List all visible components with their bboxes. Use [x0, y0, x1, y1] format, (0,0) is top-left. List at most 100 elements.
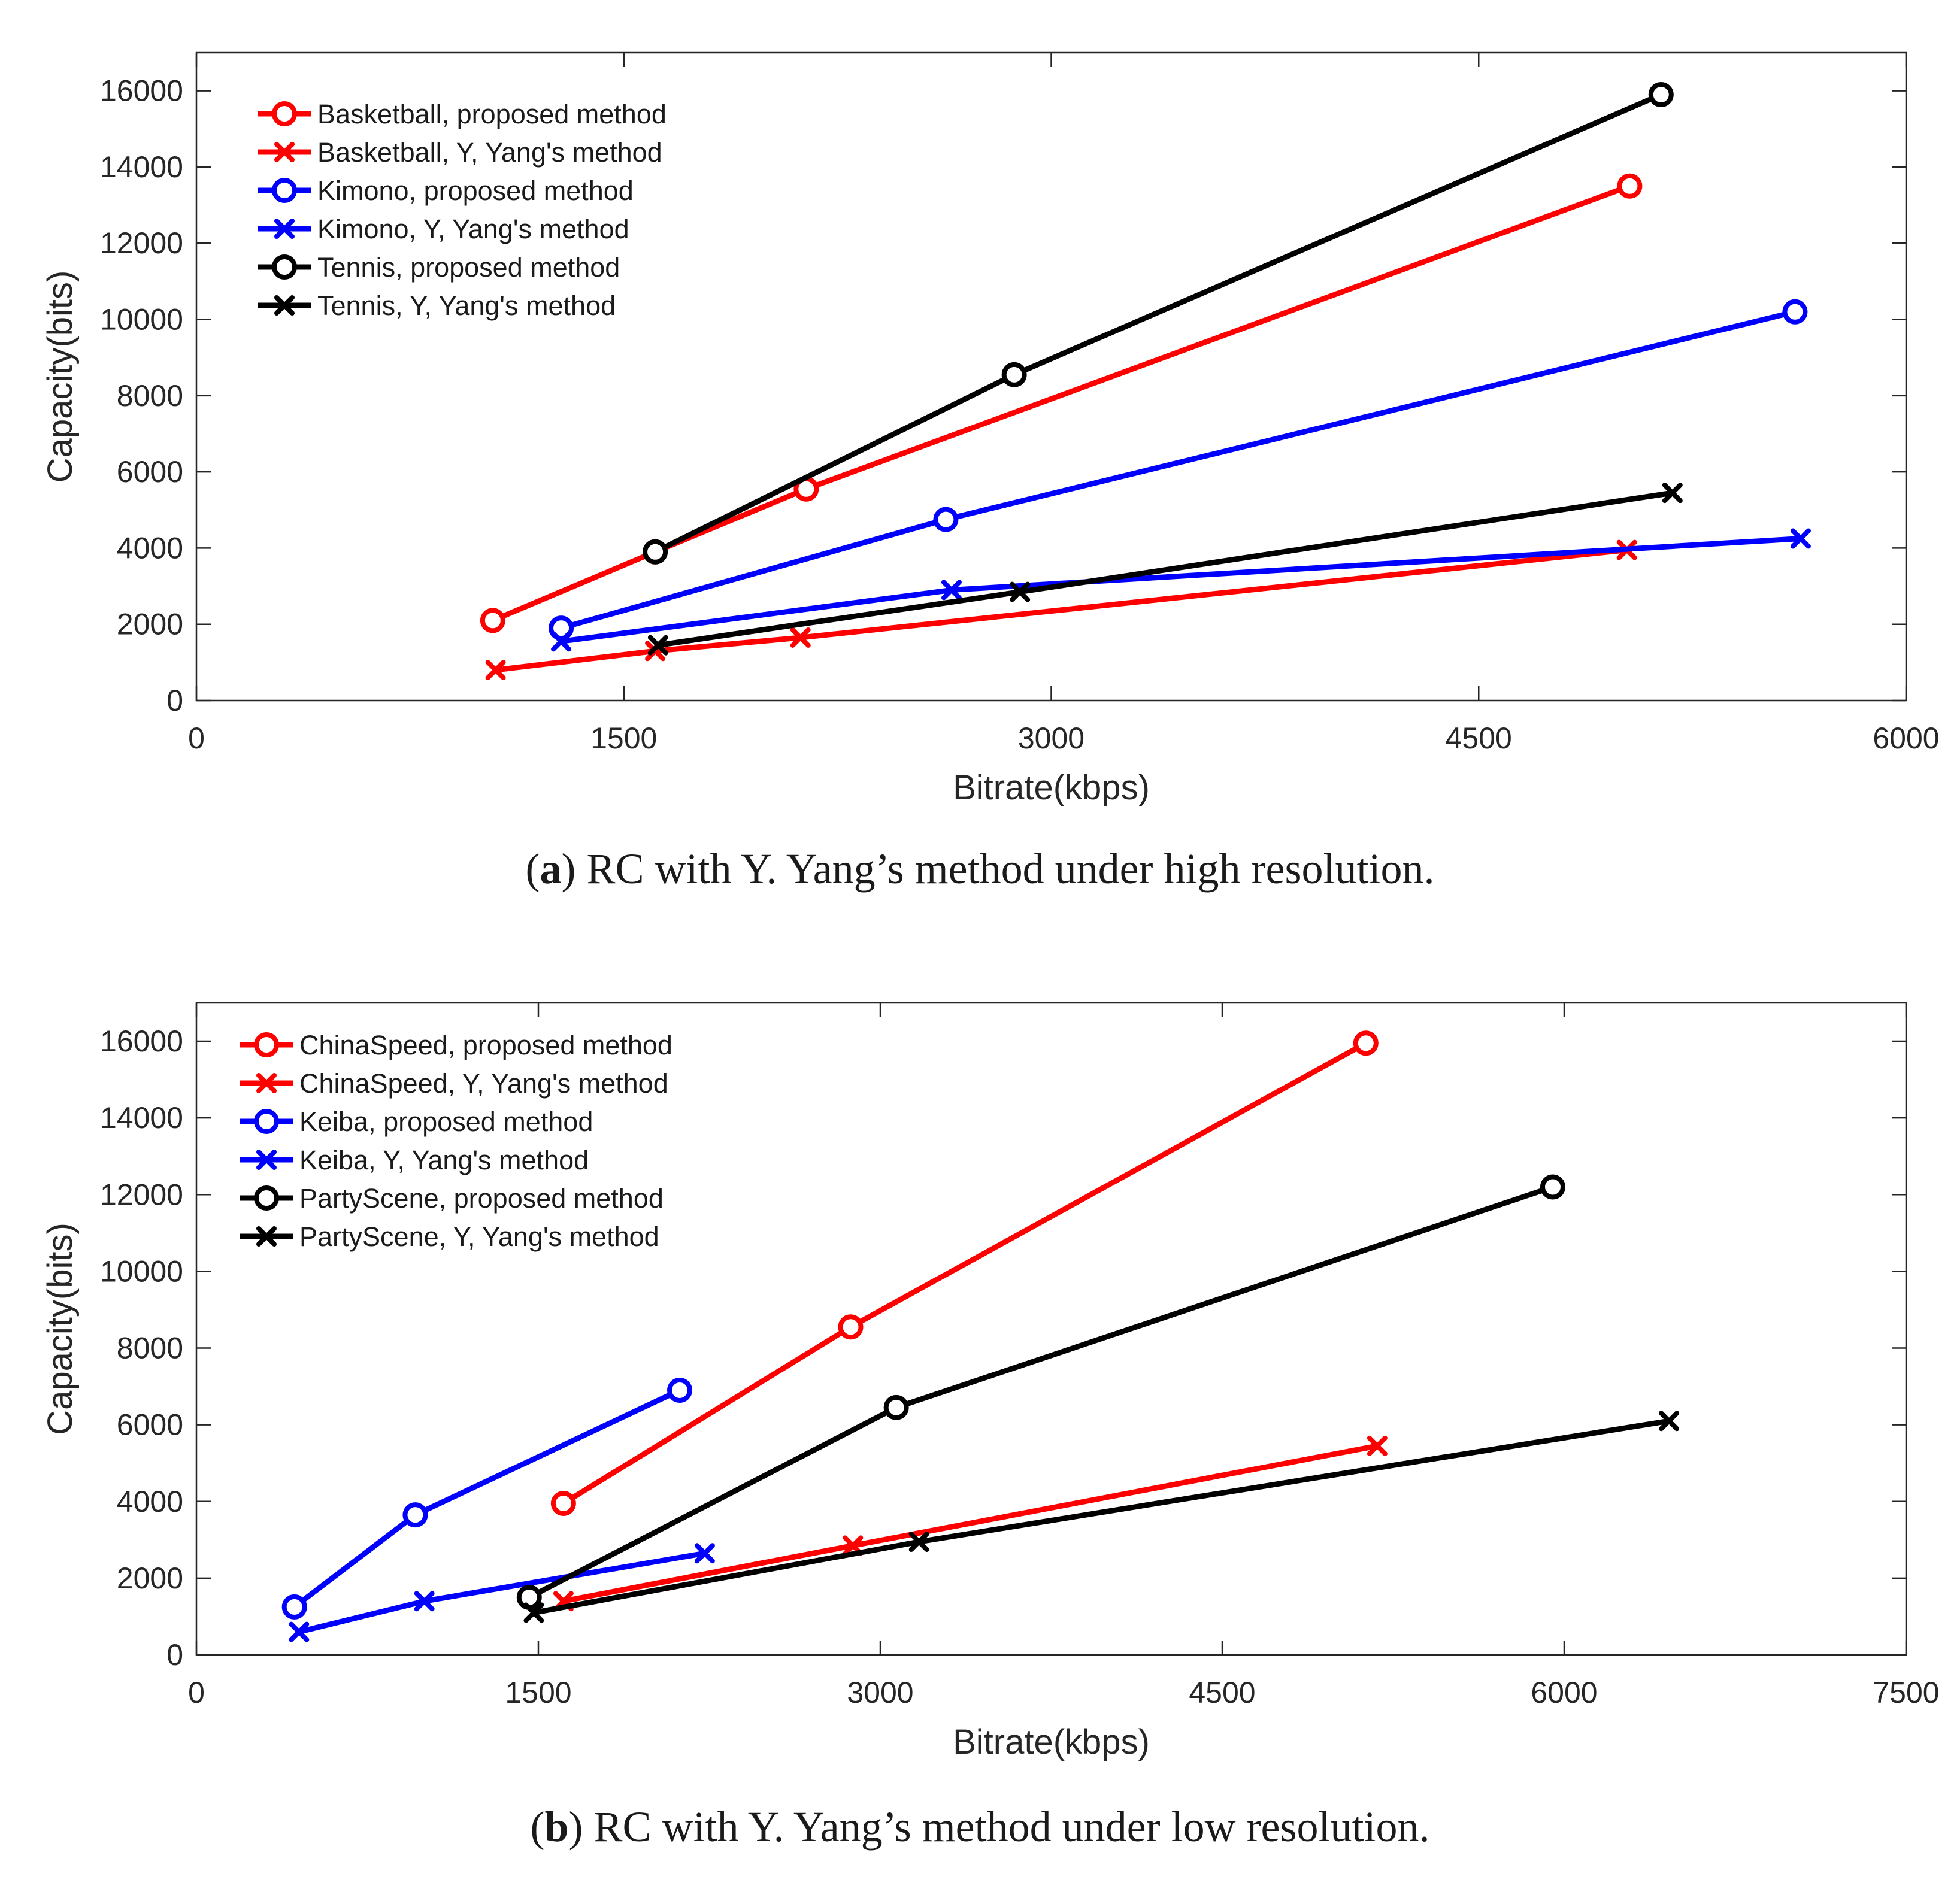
- caption-a-letter: a: [540, 845, 562, 893]
- legend-item: Basketball, proposed method: [258, 99, 667, 129]
- data-point: [647, 635, 668, 656]
- legend-item: Keiba, Y, Yang's method: [240, 1145, 589, 1175]
- y-tick-label: 16000: [100, 1024, 183, 1058]
- data-point: [1010, 581, 1031, 602]
- y-tick-label: 10000: [100, 1254, 183, 1288]
- data-point: [1790, 528, 1811, 549]
- y-tick-label: 6000: [117, 455, 183, 489]
- legend-label: Kimono, Y, Yang's method: [317, 214, 629, 244]
- x-axis-title: Bitrate(kbps): [953, 1723, 1150, 1761]
- x-tick-label: 7500: [1873, 1676, 1939, 1709]
- series-3: [549, 299, 1808, 641]
- y-tick-label: 14000: [100, 150, 183, 184]
- y-axis-title: Capacity(bits): [41, 271, 80, 483]
- legend-item: Tennis, proposed method: [258, 252, 620, 283]
- x-axis-title: Bitrate(kbps): [953, 768, 1150, 807]
- y-axis-title: Capacity(bits): [41, 1223, 80, 1435]
- data-point: [838, 1314, 864, 1340]
- x-tick-label: 3000: [1018, 721, 1084, 755]
- data-point: [1648, 82, 1674, 108]
- legend-item: Kimono, Y, Yang's method: [258, 214, 629, 244]
- x-tick-label: 6000: [1873, 721, 1939, 755]
- figure-b: 0 1500 3000 4500 6000 7500 0 2000 4000 6000 8000 10…: [0, 946, 1960, 1892]
- caption-b-letter: b: [544, 1803, 569, 1851]
- caption-a: (a) RC with Y. Yang’s method under high …: [525, 845, 1435, 893]
- legend-label: Basketball, Y, Yang's method: [317, 137, 662, 168]
- data-point: [550, 1490, 576, 1516]
- data-point: [1662, 483, 1683, 504]
- y-tick-label: 6000: [117, 1408, 183, 1442]
- y-tick-label: 2000: [117, 608, 183, 641]
- x-tick-label: 4500: [1446, 721, 1512, 755]
- legend-label: ChinaSpeed, Y, Yang's method: [299, 1068, 668, 1099]
- legend-item: Basketball, Y, Yang's method: [258, 137, 662, 168]
- data-point: [1782, 299, 1808, 325]
- data-point: [480, 608, 505, 633]
- data-point: [516, 1584, 542, 1610]
- figure-a: 0 1500 3000 4500 6000 0 2000 4000 6000 8000 10000 1…: [0, 0, 1960, 934]
- series-5: [643, 82, 1674, 565]
- legend-marker: [272, 178, 297, 203]
- legend: ChinaSpeed, proposed method ChinaSpeed, Y…: [240, 1030, 672, 1252]
- y-tick-label: 2000: [117, 1561, 183, 1595]
- y-tick-label: 8000: [117, 1332, 183, 1365]
- x-tick-label: 1500: [590, 721, 657, 755]
- series-6: [523, 1411, 1680, 1623]
- legend-label: PartyScene, proposed method: [299, 1183, 664, 1214]
- chart-a: 0 1500 3000 4500 6000 0 2000 4000 6000 8000 10000 1…: [41, 51, 1940, 807]
- legend-marker: [274, 219, 295, 239]
- x-tick-label: 0: [188, 721, 205, 755]
- data-point: [485, 660, 506, 681]
- legend: Basketball, proposed method Basketball, Y…: [258, 99, 667, 321]
- legend-item: PartyScene, proposed method: [240, 1183, 664, 1214]
- legend-marker: [256, 1226, 277, 1247]
- data-point: [1367, 1435, 1388, 1456]
- data-point: [643, 539, 668, 565]
- legend-marker: [254, 1109, 279, 1134]
- x-tick-label: 3000: [847, 1676, 913, 1709]
- data-point: [941, 580, 962, 601]
- data-point: [1659, 1411, 1680, 1432]
- legend-item: PartyScene, Y, Yang's method: [240, 1221, 659, 1252]
- data-point: [1353, 1030, 1379, 1056]
- legend-label: Tennis, Y, Yang's method: [317, 290, 616, 321]
- data-point: [1001, 362, 1027, 387]
- y-tick-label: 12000: [100, 1178, 183, 1211]
- legend-marker: [272, 101, 297, 126]
- legend-item: ChinaSpeed, Y, Yang's method: [240, 1068, 668, 1099]
- y-tick-label: 10000: [100, 303, 183, 336]
- chart-b: 0 1500 3000 4500 6000 7500 0 2000 4000 6000 8000 10…: [41, 1002, 1940, 1761]
- y-tick-label: 0: [166, 684, 183, 717]
- plot-area: [195, 1002, 1907, 1656]
- legend-marker: [256, 1150, 277, 1170]
- y-tick-label: 4000: [117, 1485, 183, 1518]
- legend-marker: [274, 295, 295, 316]
- data-point: [933, 507, 959, 532]
- x-tick-label: 0: [188, 1676, 205, 1709]
- series-4: [289, 1543, 715, 1642]
- data-point: [551, 631, 572, 652]
- caption-a-text: ) RC with Y. Yang’s method under high re…: [561, 845, 1435, 893]
- caption-b-text: ) RC with Y. Yang’s method under low res…: [568, 1803, 1430, 1851]
- series-1: [550, 1030, 1379, 1516]
- y-tick-label: 0: [166, 1638, 183, 1672]
- data-point: [667, 1377, 693, 1403]
- y-tick-label: 4000: [117, 531, 183, 565]
- data-point: [281, 1594, 307, 1620]
- x-tick-label: 6000: [1531, 1676, 1597, 1709]
- series-line: [495, 547, 1628, 673]
- legend-marker: [254, 1185, 279, 1211]
- legend-item: Tennis, Y, Yang's method: [258, 290, 616, 321]
- legend-label: Basketball, proposed method: [317, 99, 667, 129]
- series-4: [551, 528, 1811, 652]
- y-tick-label: 16000: [100, 74, 183, 108]
- data-point: [908, 1532, 929, 1553]
- data-point: [1617, 173, 1643, 199]
- legend-label: Tennis, proposed method: [317, 252, 620, 283]
- data-point: [289, 1621, 310, 1642]
- y-tick-label: 8000: [117, 379, 183, 413]
- legend-label: Kimono, proposed method: [317, 175, 634, 206]
- data-point: [402, 1502, 428, 1528]
- data-point: [1540, 1174, 1565, 1200]
- data-point: [523, 1602, 544, 1623]
